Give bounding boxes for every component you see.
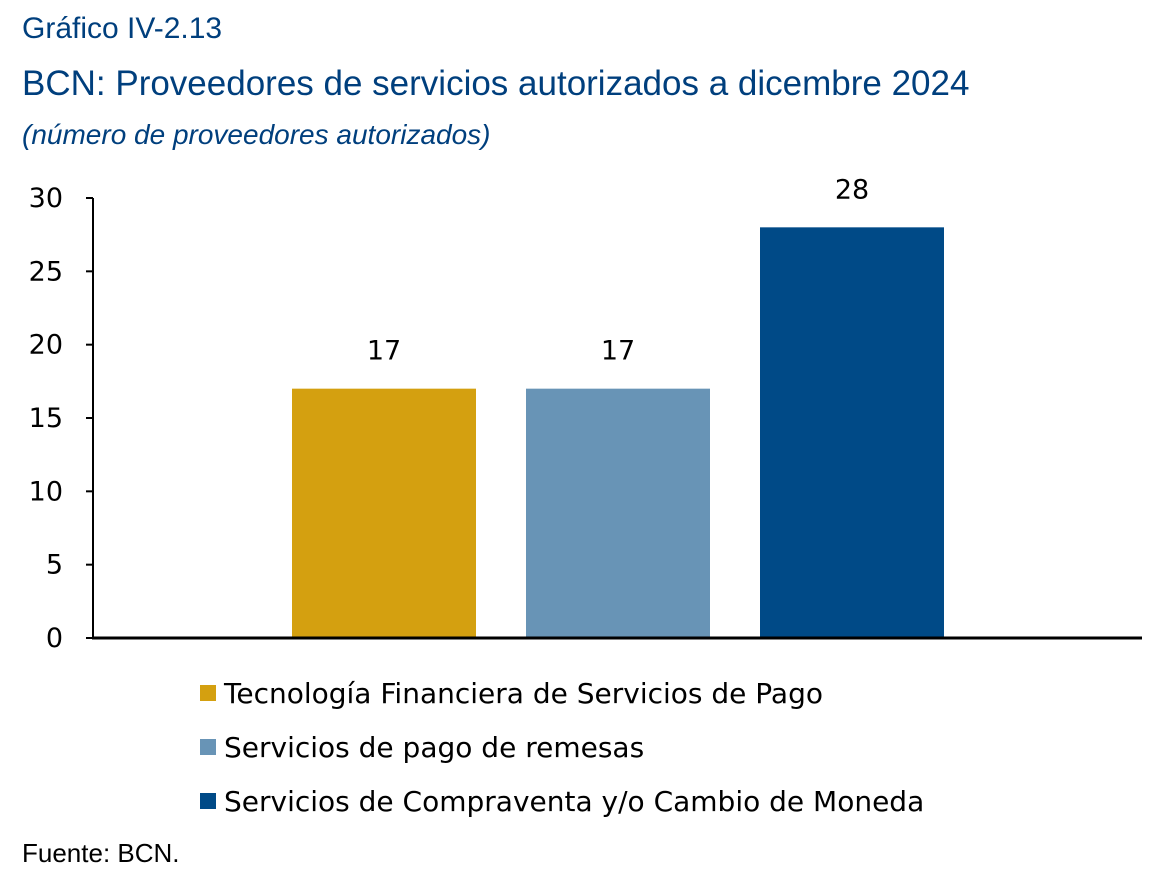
chart-subtitle: (número de proveedores autorizados)	[22, 119, 491, 150]
chart-label: Gráfico IV-2.13	[22, 12, 223, 45]
legend-swatch	[200, 739, 216, 755]
legend-item: Servicios de pago de remesas	[200, 720, 924, 774]
y-tick-label: 25	[29, 256, 63, 287]
legend-label: Tecnología Financiera de Servicios de Pa…	[224, 676, 823, 710]
legend-label: Servicios de pago de remesas	[224, 730, 645, 764]
bar-value-label: 28	[835, 174, 869, 205]
bar-value-label: 17	[367, 336, 401, 367]
y-tick-label: 5	[46, 550, 63, 581]
y-tick-label: 10	[29, 476, 63, 507]
legend-swatch	[200, 793, 216, 809]
legend-swatch	[200, 685, 216, 701]
source-note: Fuente: BCN.	[22, 838, 180, 868]
legend: Tecnología Financiera de Servicios de Pa…	[200, 666, 924, 828]
bar	[292, 388, 476, 638]
legend-label: Servicios de Compraventa y/o Cambio de M…	[224, 784, 925, 818]
y-tick-label: 15	[29, 403, 63, 434]
y-tick-label: 30	[29, 183, 63, 214]
legend-item: Servicios de Compraventa y/o Cambio de M…	[200, 774, 924, 828]
chart-title: BCN: Proveedores de servicios autorizado…	[22, 64, 970, 103]
y-tick-label: 20	[29, 330, 63, 361]
bar	[526, 388, 710, 638]
legend-item: Tecnología Financiera de Servicios de Pa…	[200, 666, 924, 720]
bar-value-label: 17	[601, 336, 635, 367]
bar	[760, 227, 944, 639]
y-tick-label: 0	[46, 623, 63, 654]
